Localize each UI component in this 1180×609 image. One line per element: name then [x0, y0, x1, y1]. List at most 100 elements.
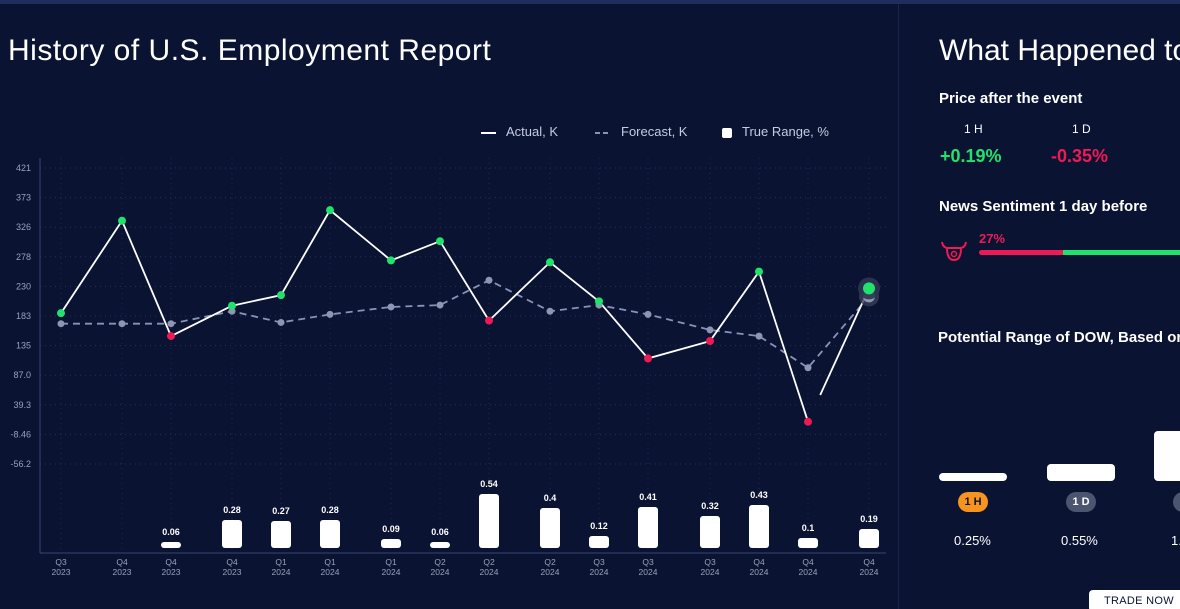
x-tick-label: 2023 [52, 567, 71, 577]
actual-point [118, 216, 126, 225]
true-range-label: 0.54 [480, 479, 498, 489]
true-range-label: 0.4 [544, 493, 557, 503]
y-tick-label: 87.0 [13, 370, 31, 380]
forecast-line [61, 279, 870, 369]
x-tick-label: 2024 [701, 567, 720, 577]
true-range-bar [589, 536, 609, 548]
actual-point [277, 291, 285, 300]
solid-line-icon [481, 131, 496, 134]
forecast-point [706, 326, 714, 334]
forecast-point [228, 307, 236, 315]
trade-now-button[interactable]: TRADE NOW [1089, 590, 1180, 609]
range-bar-1d [1047, 464, 1115, 481]
x-tick-label: Q2 [483, 557, 495, 567]
potential-range-heading: Potential Range of DOW, Based on events [939, 329, 1180, 346]
forecast-point [755, 332, 763, 340]
actual-point [228, 301, 236, 310]
true-range-label: 0.27 [272, 506, 290, 516]
true-range-bar [798, 538, 818, 548]
x-tick-label: Q1 [385, 557, 397, 567]
legend-item-true-range[interactable]: True Range, % [722, 124, 829, 139]
range-bar-1w [1154, 431, 1180, 481]
y-tick-label: 373 [16, 193, 31, 203]
forecast-point [167, 320, 175, 328]
forecast-point [326, 310, 334, 318]
actual-point [57, 309, 65, 318]
true-range-label: 0.19 [860, 514, 878, 524]
forecast-point [118, 320, 126, 328]
true-range-bar [430, 542, 450, 548]
grid-layer [40, 158, 886, 553]
true-range-label: 0.12 [590, 521, 608, 531]
range-value-1d: 0.55% [1061, 533, 1098, 548]
x-tick-label: Q4 [863, 557, 875, 567]
true-range-bar [381, 539, 401, 548]
sentiment-bearish-bar [979, 250, 1063, 255]
x-tick-label: Q3 [593, 557, 605, 567]
timeframe-label-1d: 1 D [1072, 122, 1091, 136]
range-tab-1d[interactable]: 1 D [1066, 492, 1096, 512]
true-range-label: 0.09 [382, 524, 400, 534]
legend-label-forecast: Forecast, K [621, 124, 688, 139]
x-tick-label: 2023 [223, 567, 242, 577]
panel-divider [898, 4, 899, 609]
forecast-point [436, 301, 444, 309]
y-tick-label: 230 [16, 281, 31, 291]
x-tick-label: 2024 [272, 567, 291, 577]
price-after-event-heading: Price after the event [939, 90, 1083, 107]
actual-point [485, 316, 493, 325]
forecast-point [277, 318, 285, 326]
right-panel-title: What Happened to [939, 34, 1180, 67]
actual-point [595, 297, 603, 306]
x-tick-label: 2024 [382, 567, 401, 577]
y-tick-label: 39.3 [13, 400, 31, 410]
range-tab-1w[interactable] [1173, 492, 1180, 512]
true-range-label: 0.41 [639, 492, 657, 502]
true-range-label: 0.06 [162, 527, 180, 537]
axis-layer: 421 373 326 278 230 183 135 87.0 39.3 -8.46 -56.2 Q… [10, 158, 886, 577]
sentiment-percent: 27% [979, 231, 1006, 246]
x-tick-label: Q2 [434, 557, 446, 567]
right-panel: What Happened to Price after the event 1… [939, 0, 1180, 609]
x-tick-label: Q1 [275, 557, 287, 567]
true-range-bar [749, 505, 769, 548]
x-tick-label: 2024 [321, 567, 340, 577]
x-tick-label: 2024 [480, 567, 499, 577]
true-range-bar [271, 521, 291, 548]
news-sentiment-heading: News Sentiment 1 day before [939, 198, 1148, 215]
forecast-point [546, 307, 554, 315]
true-range-bar [320, 520, 340, 548]
x-tick-label: 2024 [541, 567, 560, 577]
range-tab-1h[interactable]: 1 H [958, 492, 988, 512]
x-tick-label: 2023 [162, 567, 181, 577]
y-tick-label: 421 [16, 163, 31, 173]
actual-point [436, 237, 444, 246]
legend-label-actual: Actual, K [506, 124, 559, 139]
x-tick-label: Q4 [226, 557, 238, 567]
true-range-label: 0.32 [701, 501, 719, 511]
y-tick-label: -8.46 [10, 429, 31, 439]
forecast-point [485, 276, 493, 284]
actual-point-highlight [863, 282, 875, 295]
price-change-1d: -0.35% [1051, 146, 1109, 166]
y-tick-label: 183 [16, 311, 31, 321]
true-range-bar [638, 507, 658, 548]
actual-point [804, 417, 812, 426]
legend-item-actual[interactable]: Actual, K [481, 124, 558, 139]
x-tick-label: Q3 [55, 557, 67, 567]
y-tick-label: 326 [16, 222, 31, 232]
actual-point [546, 258, 554, 267]
x-tick-label: Q4 [116, 557, 128, 567]
legend-item-forecast[interactable]: Forecast, K [595, 124, 687, 139]
legend-label-true-range: True Range, % [742, 124, 829, 139]
forecast-point [644, 310, 652, 318]
sentiment-bullish-bar [1063, 250, 1180, 255]
x-tick-label: Q3 [642, 557, 654, 567]
true-range-bar [859, 529, 879, 548]
chart-title: History of U.S. Employment Report [8, 34, 492, 67]
top-accent-bar [0, 0, 1180, 4]
timeframe-label-1h: 1 H [964, 122, 983, 136]
range-value-1h: 0.25% [954, 533, 991, 548]
true-range-bar [161, 542, 181, 548]
true-range-bar [222, 520, 242, 548]
